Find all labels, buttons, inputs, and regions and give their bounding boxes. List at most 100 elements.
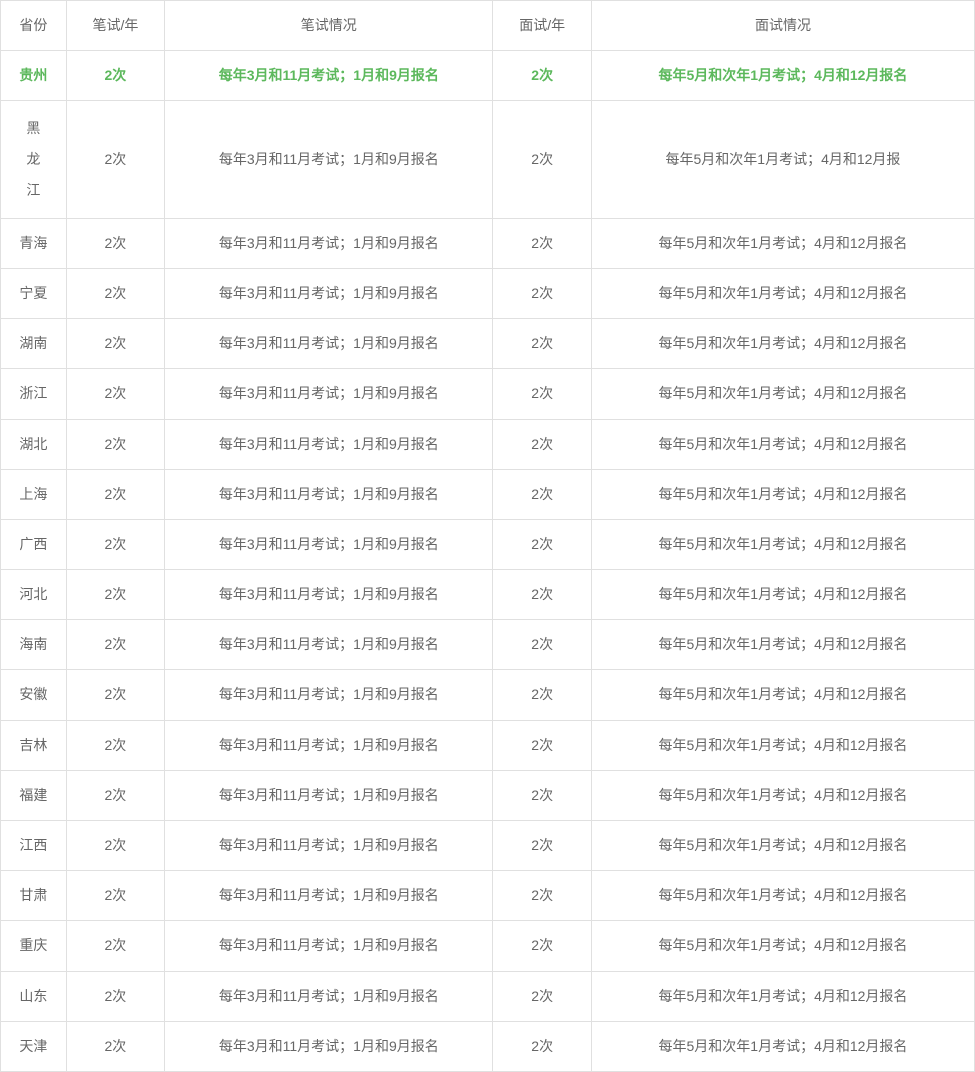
cell-interview-count: 2次	[493, 101, 591, 218]
table-row: 天津2次每年3月和11月考试；1月和9月报名2次每年5月和次年1月考试；4月和1…	[1, 1021, 975, 1071]
cell-written-detail: 每年3月和11月考试；1月和9月报名	[165, 419, 493, 469]
cell-province: 黑龙江	[1, 101, 67, 218]
table-row: 湖北2次每年3月和11月考试；1月和9月报名2次每年5月和次年1月考试；4月和1…	[1, 419, 975, 469]
header-row: 省份 笔试/年 笔试情况 面试/年 面试情况	[1, 1, 975, 51]
cell-written-count: 2次	[66, 369, 164, 419]
cell-written-count: 2次	[66, 268, 164, 318]
cell-interview-detail: 每年5月和次年1月考试；4月和12月报名	[591, 570, 974, 620]
cell-written-count: 2次	[66, 319, 164, 369]
cell-province: 甘肃	[1, 871, 67, 921]
cell-interview-detail: 每年5月和次年1月考试；4月和12月报名	[591, 770, 974, 820]
cell-written-count: 2次	[66, 720, 164, 770]
cell-written-detail: 每年3月和11月考试；1月和9月报名	[165, 620, 493, 670]
cell-written-detail: 每年3月和11月考试；1月和9月报名	[165, 921, 493, 971]
cell-interview-count: 2次	[493, 670, 591, 720]
table-row: 江西2次每年3月和11月考试；1月和9月报名2次每年5月和次年1月考试；4月和1…	[1, 821, 975, 871]
cell-written-count: 2次	[66, 101, 164, 218]
cell-written-count: 2次	[66, 871, 164, 921]
cell-interview-detail: 每年5月和次年1月考试；4月和12月报名	[591, 369, 974, 419]
cell-written-detail: 每年3月和11月考试；1月和9月报名	[165, 821, 493, 871]
cell-written-detail: 每年3月和11月考试；1月和9月报名	[165, 369, 493, 419]
table-row: 湖南2次每年3月和11月考试；1月和9月报名2次每年5月和次年1月考试；4月和1…	[1, 319, 975, 369]
cell-written-detail: 每年3月和11月考试；1月和9月报名	[165, 469, 493, 519]
cell-interview-detail: 每年5月和次年1月考试；4月和12月报名	[591, 971, 974, 1021]
cell-interview-detail: 每年5月和次年1月考试；4月和12月报名	[591, 670, 974, 720]
table-row: 宁夏2次每年3月和11月考试；1月和9月报名2次每年5月和次年1月考试；4月和1…	[1, 268, 975, 318]
cell-interview-detail: 每年5月和次年1月考试；4月和12月报名	[591, 218, 974, 268]
cell-written-detail: 每年3月和11月考试；1月和9月报名	[165, 319, 493, 369]
cell-province: 江西	[1, 821, 67, 871]
cell-interview-detail: 每年5月和次年1月考试；4月和12月报名	[591, 1021, 974, 1071]
cell-province: 广西	[1, 519, 67, 569]
table-row: 浙江2次每年3月和11月考试；1月和9月报名2次每年5月和次年1月考试；4月和1…	[1, 369, 975, 419]
cell-written-detail: 每年3月和11月考试；1月和9月报名	[165, 770, 493, 820]
cell-province: 浙江	[1, 369, 67, 419]
cell-written-count: 2次	[66, 620, 164, 670]
cell-province: 山东	[1, 971, 67, 1021]
cell-written-count: 2次	[66, 469, 164, 519]
cell-written-detail: 每年3月和11月考试；1月和9月报名	[165, 51, 493, 101]
cell-interview-detail: 每年5月和次年1月考试；4月和12月报名	[591, 921, 974, 971]
table-row: 青海2次每年3月和11月考试；1月和9月报名2次每年5月和次年1月考试；4月和1…	[1, 218, 975, 268]
cell-province: 天津	[1, 1021, 67, 1071]
cell-province: 青海	[1, 218, 67, 268]
table-row: 山东2次每年3月和11月考试；1月和9月报名2次每年5月和次年1月考试；4月和1…	[1, 971, 975, 1021]
cell-province: 安徽	[1, 670, 67, 720]
cell-interview-count: 2次	[493, 971, 591, 1021]
table-row: 吉林2次每年3月和11月考试；1月和9月报名2次每年5月和次年1月考试；4月和1…	[1, 720, 975, 770]
header-interview-count: 面试/年	[493, 1, 591, 51]
cell-interview-count: 2次	[493, 419, 591, 469]
cell-written-count: 2次	[66, 51, 164, 101]
table-header: 省份 笔试/年 笔试情况 面试/年 面试情况	[1, 1, 975, 51]
cell-interview-count: 2次	[493, 469, 591, 519]
cell-province: 宁夏	[1, 268, 67, 318]
cell-written-count: 2次	[66, 519, 164, 569]
cell-interview-detail: 每年5月和次年1月考试；4月和12月报名	[591, 268, 974, 318]
cell-interview-count: 2次	[493, 51, 591, 101]
table-row: 河北2次每年3月和11月考试；1月和9月报名2次每年5月和次年1月考试；4月和1…	[1, 570, 975, 620]
cell-interview-detail: 每年5月和次年1月考试；4月和12月报名	[591, 319, 974, 369]
cell-interview-count: 2次	[493, 319, 591, 369]
cell-interview-detail: 每年5月和次年1月考试；4月和12月报名	[591, 519, 974, 569]
table-row: 广西2次每年3月和11月考试；1月和9月报名2次每年5月和次年1月考试；4月和1…	[1, 519, 975, 569]
cell-interview-detail: 每年5月和次年1月考试；4月和12月报名	[591, 620, 974, 670]
table-body: 贵州2次每年3月和11月考试；1月和9月报名2次每年5月和次年1月考试；4月和1…	[1, 51, 975, 1072]
cell-province: 河北	[1, 570, 67, 620]
table-row: 上海2次每年3月和11月考试；1月和9月报名2次每年5月和次年1月考试；4月和1…	[1, 469, 975, 519]
cell-written-count: 2次	[66, 670, 164, 720]
cell-written-detail: 每年3月和11月考试；1月和9月报名	[165, 218, 493, 268]
cell-province: 上海	[1, 469, 67, 519]
header-province: 省份	[1, 1, 67, 51]
header-written-detail: 笔试情况	[165, 1, 493, 51]
cell-interview-count: 2次	[493, 570, 591, 620]
cell-interview-count: 2次	[493, 620, 591, 670]
cell-written-count: 2次	[66, 921, 164, 971]
cell-interview-detail: 每年5月和次年1月考试；4月和12月报名	[591, 469, 974, 519]
cell-interview-detail: 每年5月和次年1月考试；4月和12月报名	[591, 419, 974, 469]
header-written-count: 笔试/年	[66, 1, 164, 51]
cell-interview-count: 2次	[493, 921, 591, 971]
cell-written-detail: 每年3月和11月考试；1月和9月报名	[165, 720, 493, 770]
cell-written-count: 2次	[66, 770, 164, 820]
cell-interview-count: 2次	[493, 770, 591, 820]
table-row: 福建2次每年3月和11月考试；1月和9月报名2次每年5月和次年1月考试；4月和1…	[1, 770, 975, 820]
cell-interview-count: 2次	[493, 871, 591, 921]
cell-written-detail: 每年3月和11月考试；1月和9月报名	[165, 670, 493, 720]
table-row: 重庆2次每年3月和11月考试；1月和9月报名2次每年5月和次年1月考试；4月和1…	[1, 921, 975, 971]
table-row: 贵州2次每年3月和11月考试；1月和9月报名2次每年5月和次年1月考试；4月和1…	[1, 51, 975, 101]
cell-written-detail: 每年3月和11月考试；1月和9月报名	[165, 101, 493, 218]
table-row: 甘肃2次每年3月和11月考试；1月和9月报名2次每年5月和次年1月考试；4月和1…	[1, 871, 975, 921]
cell-province: 湖北	[1, 419, 67, 469]
cell-interview-detail: 每年5月和次年1月考试；4月和12月报名	[591, 51, 974, 101]
cell-interview-detail: 每年5月和次年1月考试；4月和12月报名	[591, 720, 974, 770]
cell-interview-count: 2次	[493, 720, 591, 770]
cell-written-count: 2次	[66, 821, 164, 871]
table-row: 黑龙江2次每年3月和11月考试；1月和9月报名2次每年5月和次年1月考试；4月和…	[1, 101, 975, 218]
cell-province: 重庆	[1, 921, 67, 971]
cell-written-detail: 每年3月和11月考试；1月和9月报名	[165, 1021, 493, 1071]
cell-interview-count: 2次	[493, 268, 591, 318]
header-interview-detail: 面试情况	[591, 1, 974, 51]
cell-province: 福建	[1, 770, 67, 820]
cell-written-count: 2次	[66, 570, 164, 620]
cell-province: 海南	[1, 620, 67, 670]
